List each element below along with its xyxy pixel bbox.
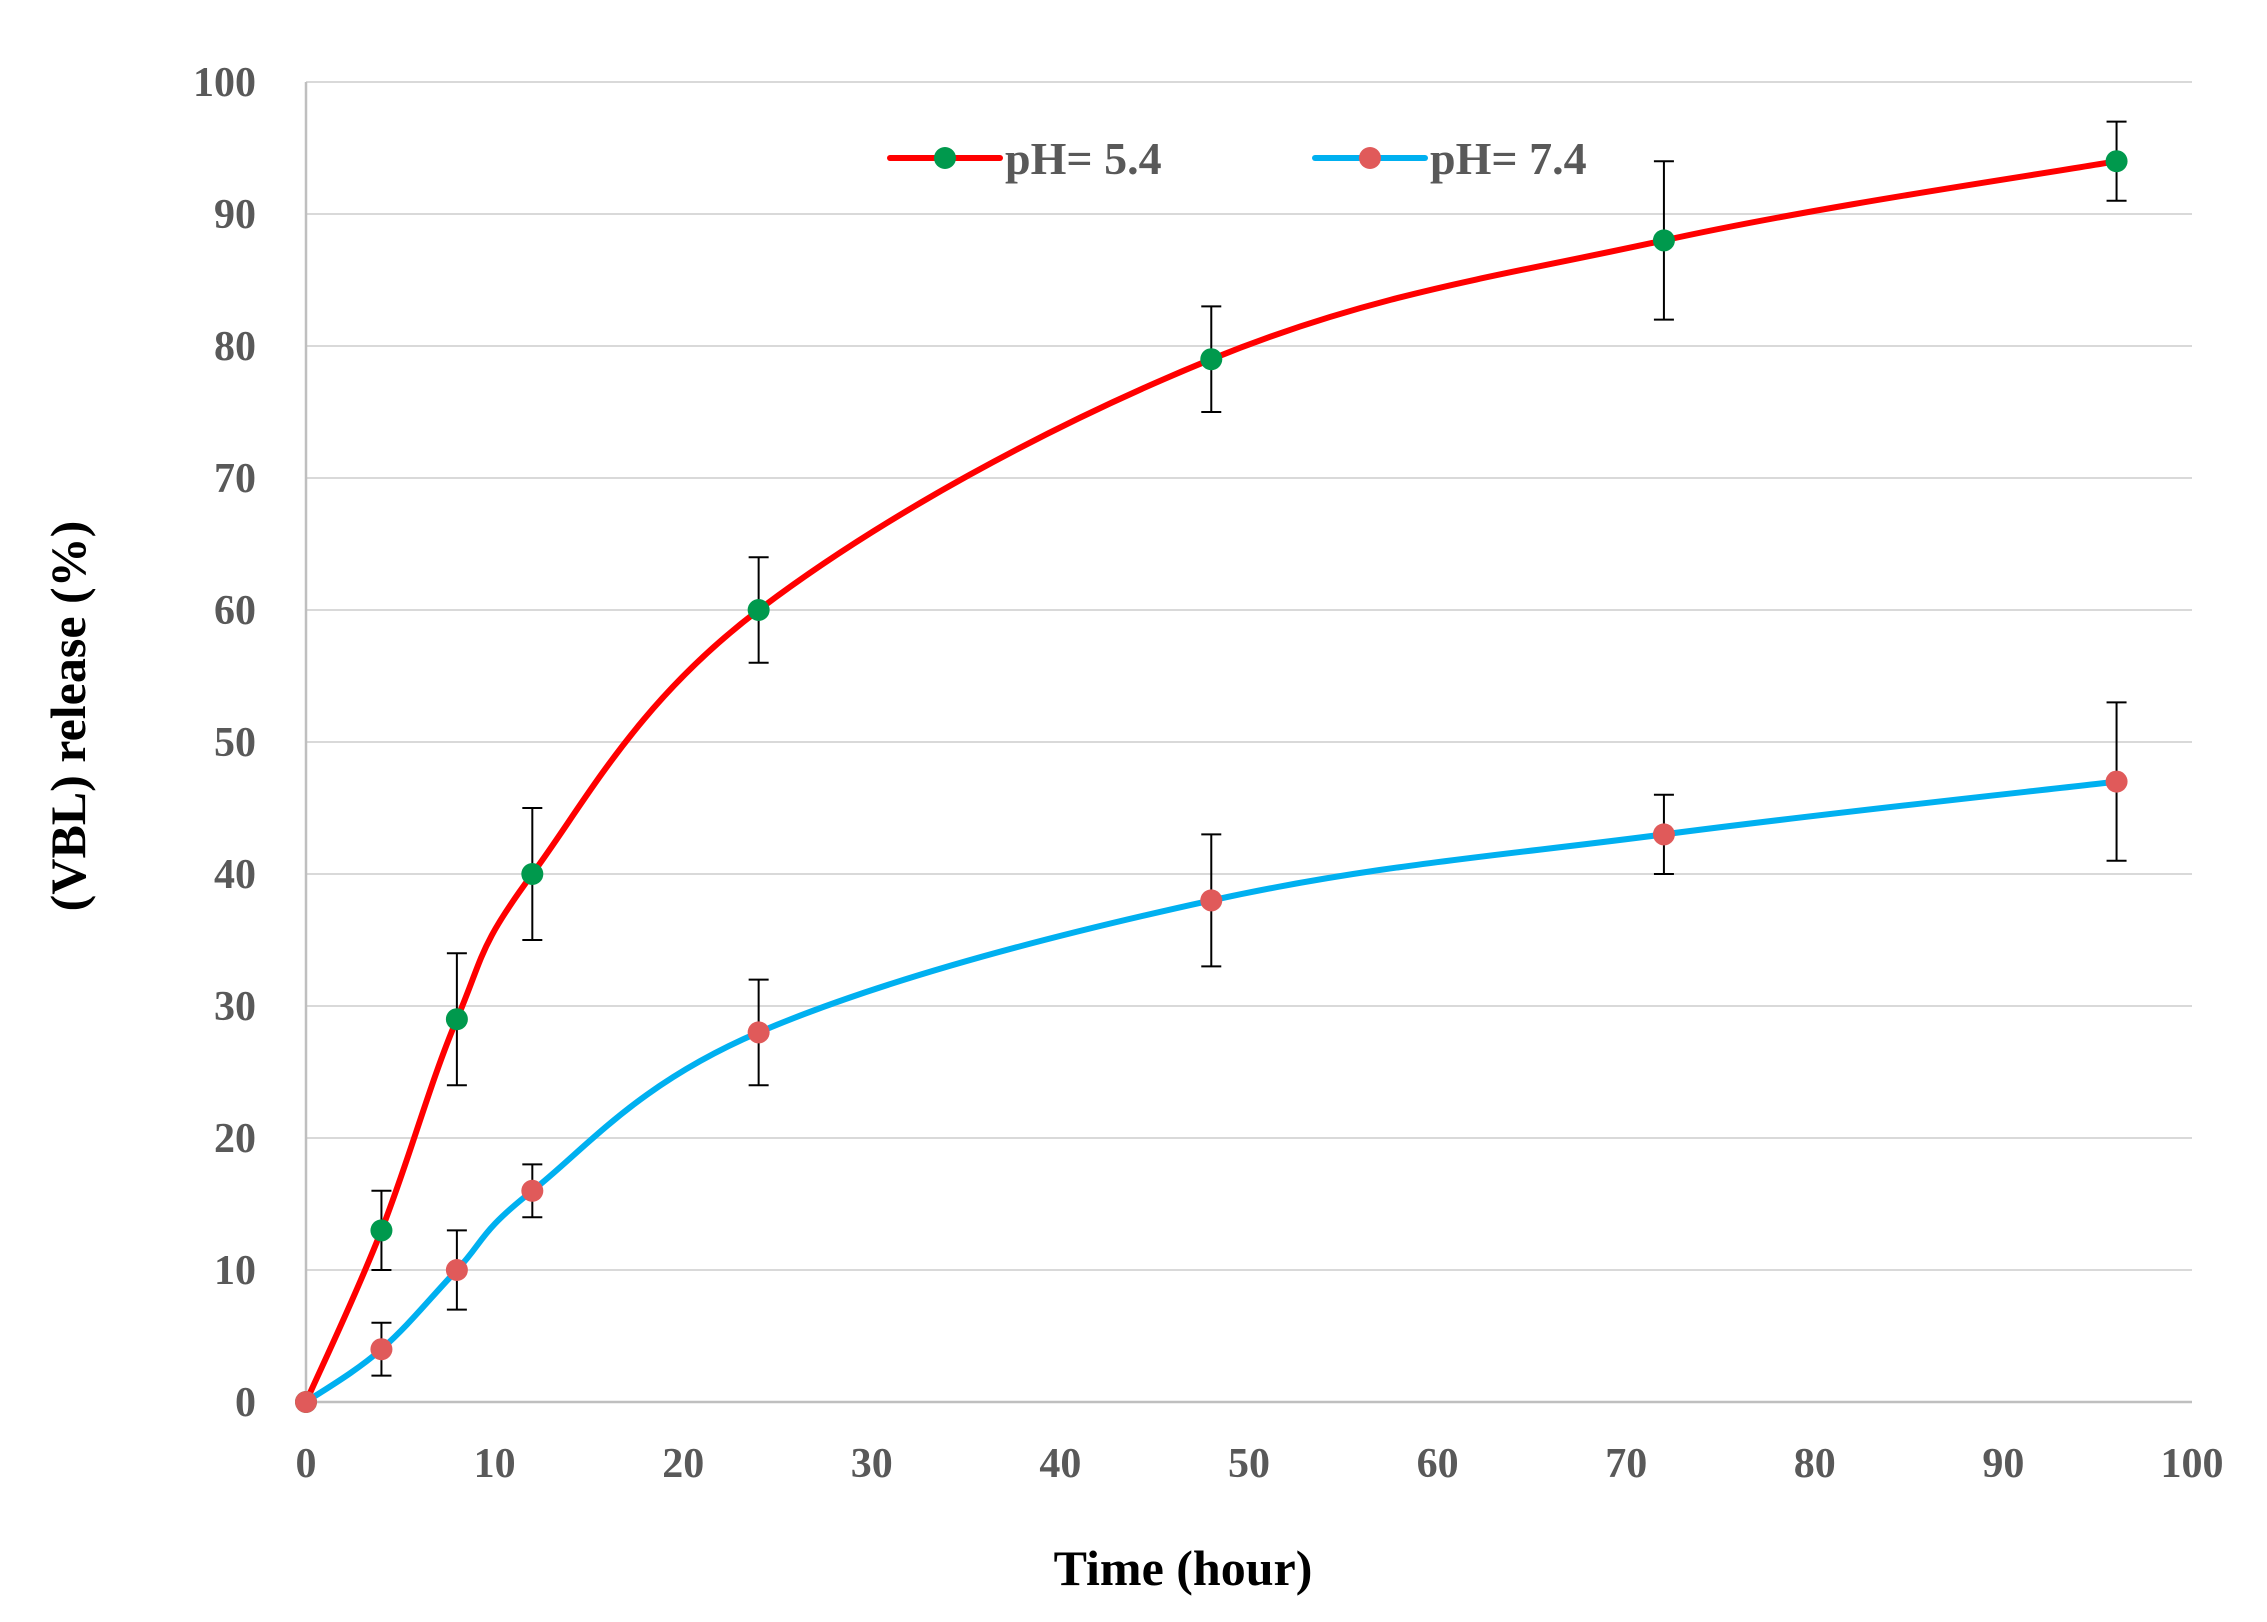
x-tick-label: 100 bbox=[2161, 1441, 2224, 1487]
legend-marker bbox=[1359, 147, 1381, 169]
x-axis-title: Time (hour) bbox=[1054, 1540, 1313, 1596]
legend: pH= 5.4 pH= 7.4 bbox=[887, 133, 1587, 184]
data-point bbox=[747, 599, 770, 621]
y-tick-label: 60 bbox=[214, 588, 256, 634]
series-group bbox=[295, 701, 2128, 1413]
data-point bbox=[747, 1021, 770, 1044]
legend-marker bbox=[934, 147, 956, 169]
legend-label: pH= 5.4 bbox=[1005, 133, 1162, 184]
y-tick-label: 30 bbox=[214, 984, 256, 1030]
y-axis-title: (VBL) release (%) bbox=[40, 521, 96, 912]
data-point bbox=[1652, 823, 1675, 846]
series-line bbox=[303, 778, 2120, 1405]
legend-item: pH= 7.4 bbox=[1312, 133, 1587, 184]
data-point bbox=[2105, 150, 2128, 173]
y-tick-label: 10 bbox=[214, 1248, 256, 1294]
y-tick-label: 90 bbox=[214, 192, 256, 238]
x-tick-label: 60 bbox=[1417, 1441, 1459, 1487]
x-tick-label: 50 bbox=[1228, 1441, 1270, 1487]
gridlines bbox=[306, 81, 2192, 1271]
x-tick-label: 30 bbox=[851, 1441, 893, 1487]
x-tick-label: 70 bbox=[1605, 1441, 1647, 1487]
legend-label: pH= 7.4 bbox=[1430, 133, 1587, 184]
data-point bbox=[2105, 770, 2128, 793]
data-point bbox=[445, 1008, 468, 1031]
data-point bbox=[295, 1391, 317, 1413]
legend-item: pH= 5.4 bbox=[887, 133, 1162, 184]
data-point bbox=[370, 1219, 393, 1242]
y-tick-label: 70 bbox=[214, 456, 256, 502]
data-point bbox=[1652, 229, 1675, 252]
y-tick-label: 100 bbox=[193, 60, 256, 106]
y-tick-label: 0 bbox=[235, 1380, 256, 1426]
y-tick-label: 80 bbox=[214, 324, 256, 370]
x-tick-label: 20 bbox=[662, 1441, 704, 1487]
data-point bbox=[521, 863, 544, 885]
data-point bbox=[1200, 348, 1223, 371]
x-tick-label: 90 bbox=[1982, 1441, 2024, 1487]
x-tick-label: 0 bbox=[296, 1441, 317, 1487]
y-tick-label: 20 bbox=[214, 1116, 256, 1162]
data-point bbox=[1200, 889, 1223, 912]
tick-labels: 0 10 20 30 40 50 60 70 80 90 100 0 10 20 30 40 50 60 70 80 9… bbox=[193, 60, 2224, 1487]
data-point bbox=[370, 1338, 393, 1361]
x-tick-label: 10 bbox=[474, 1441, 516, 1487]
x-tick-label: 80 bbox=[1794, 1441, 1836, 1487]
series-group bbox=[295, 120, 2128, 1413]
y-tick-label: 40 bbox=[214, 852, 256, 898]
y-tick-label: 50 bbox=[214, 720, 256, 766]
x-tick-label: 40 bbox=[1039, 1441, 1081, 1487]
series bbox=[295, 120, 2128, 1413]
axes bbox=[304, 82, 2192, 1404]
data-point bbox=[521, 1179, 544, 1202]
data-point bbox=[445, 1259, 468, 1281]
